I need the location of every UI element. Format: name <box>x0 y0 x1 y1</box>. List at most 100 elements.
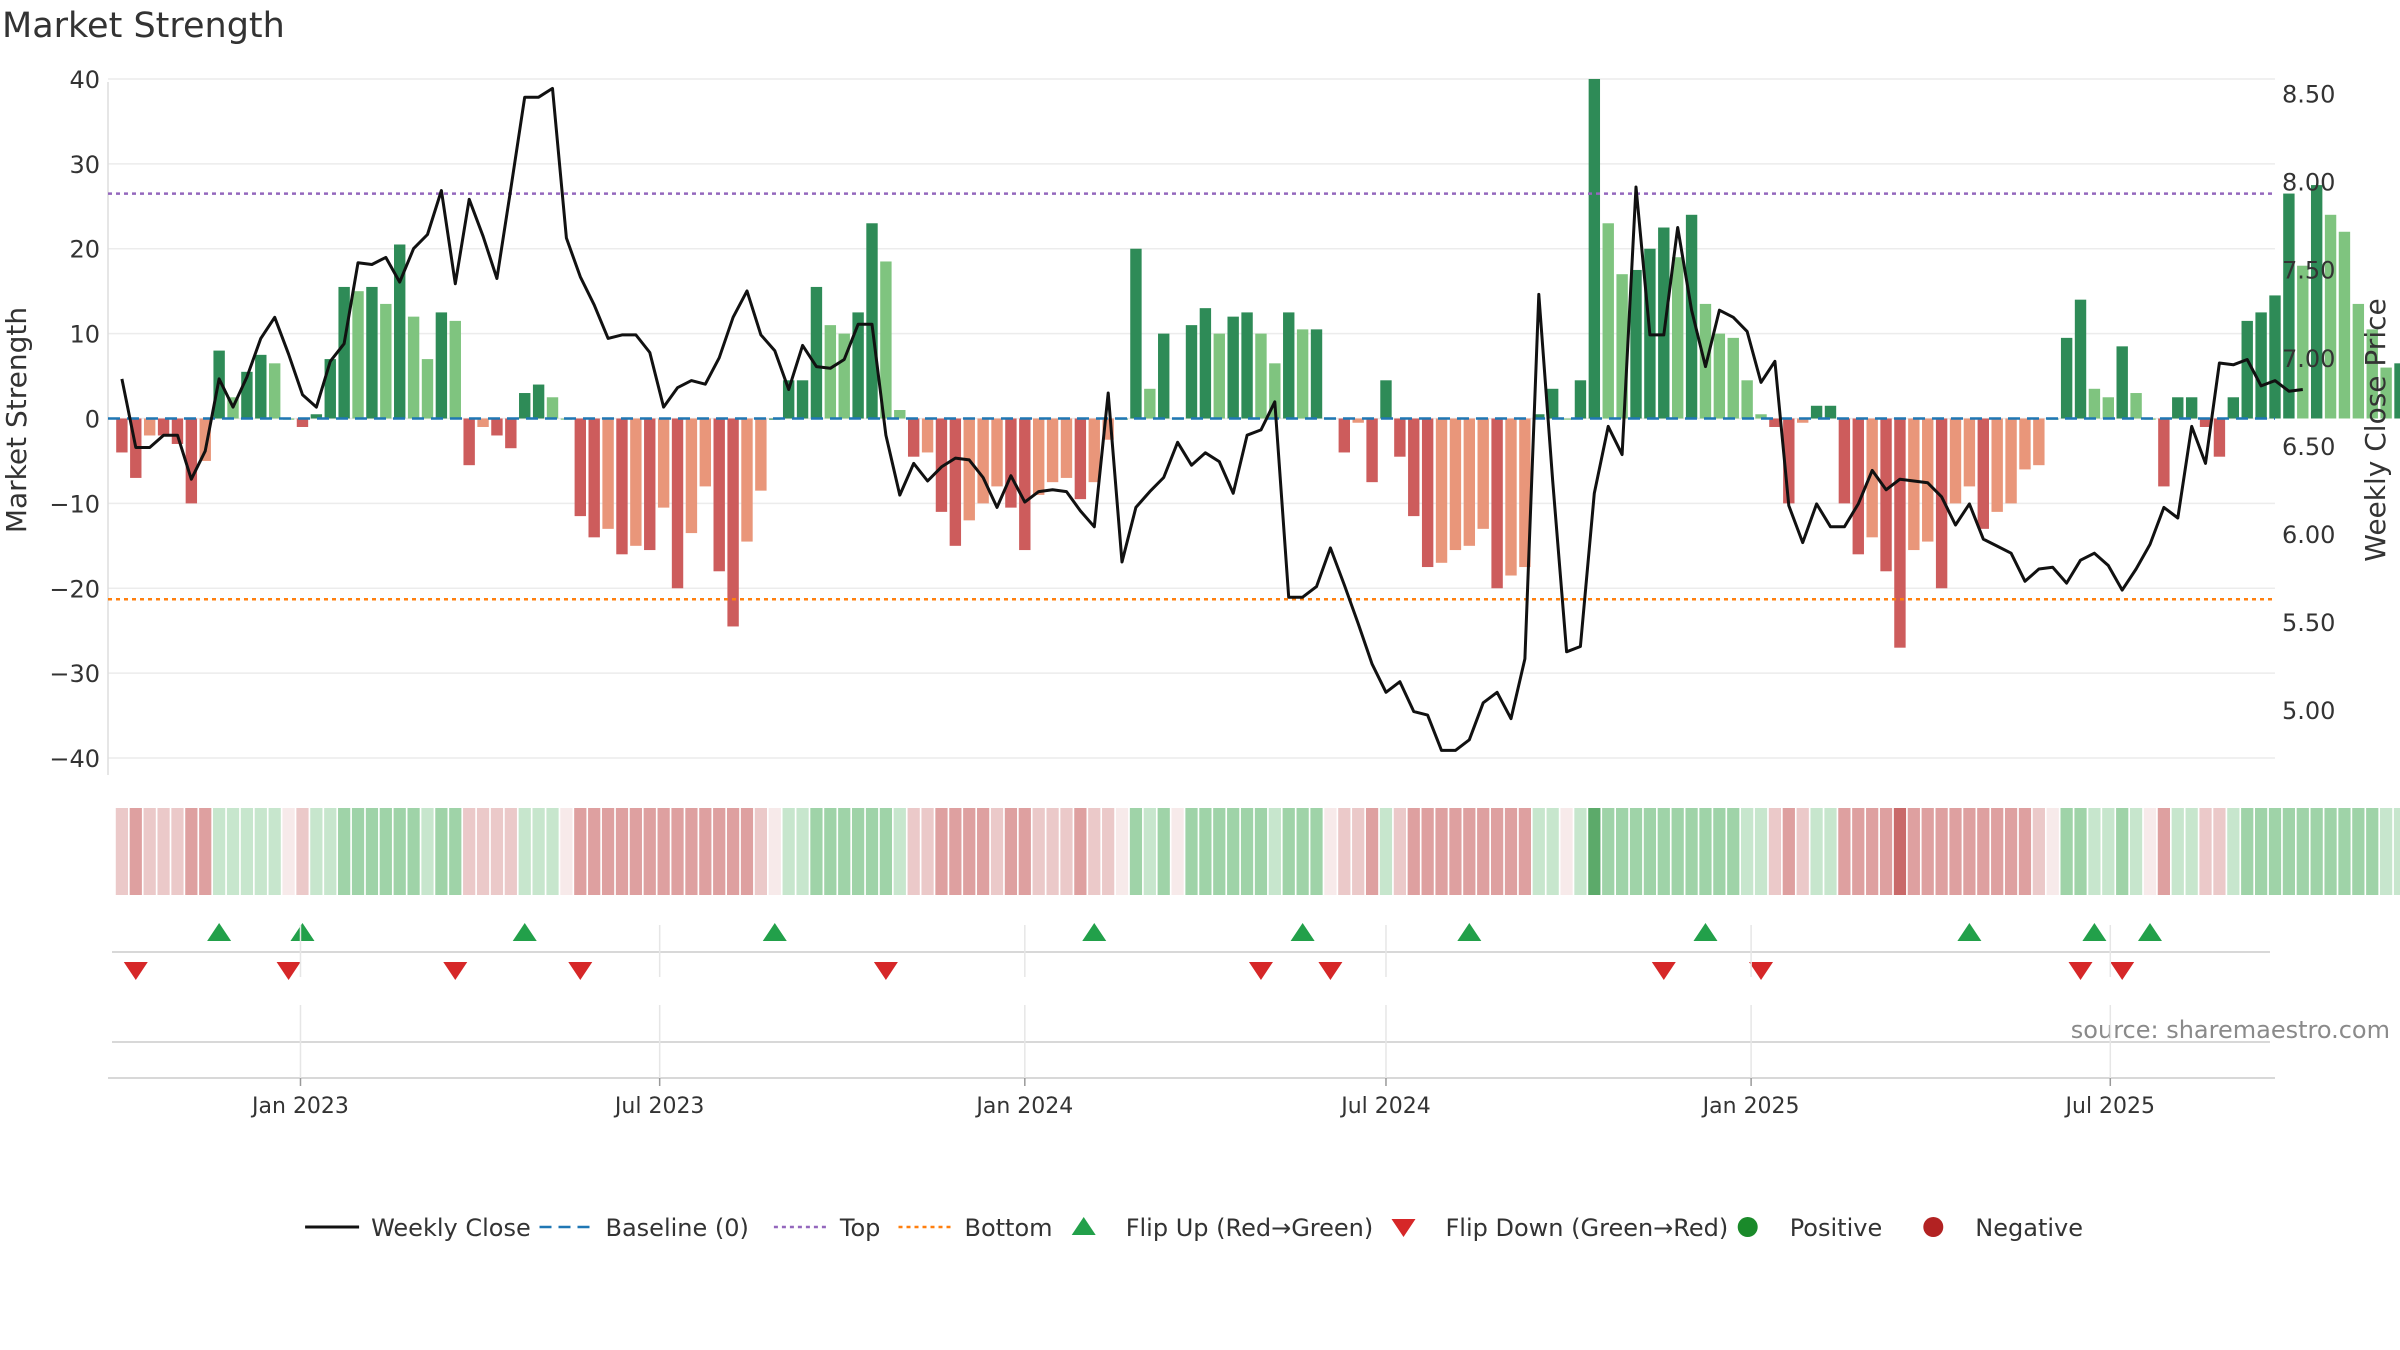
strength-bar <box>1130 248 1142 419</box>
strength-bar <box>1963 418 1976 487</box>
strip-cell <box>1199 808 1212 895</box>
strength-bar <box>1408 418 1420 517</box>
strip-cell <box>629 808 642 895</box>
y-tick-label: 0 <box>85 406 100 434</box>
strip-cell <box>1657 808 1670 895</box>
strip-cell <box>435 808 448 895</box>
strength-bar <box>241 371 253 419</box>
strength-bar <box>602 418 614 529</box>
strength-bar <box>949 418 962 546</box>
strength-bar <box>880 261 892 419</box>
strip-cell <box>1518 808 1531 895</box>
strength-bar <box>824 325 837 419</box>
strip-cell <box>1268 808 1281 895</box>
flip-down-marker <box>1651 962 1676 980</box>
strength-bar <box>1783 418 1795 504</box>
strength-bar <box>1908 418 1920 551</box>
strip-cell <box>643 808 656 895</box>
strip-cell <box>685 808 698 895</box>
y-tick-label: 20 <box>69 236 100 264</box>
strip-cell <box>365 808 379 895</box>
x-tick-label: Jan 2024 <box>974 1094 1073 1119</box>
strength-bar <box>1977 418 1989 529</box>
strip-cell <box>1240 808 1254 895</box>
legend-label: Bottom <box>965 1214 1053 1242</box>
y2-tick-label: 5.50 <box>2282 609 2335 637</box>
strip-cell <box>213 808 226 895</box>
strip-cell <box>963 808 976 895</box>
flip-markers <box>108 923 2275 1079</box>
strength-bar <box>574 418 586 517</box>
legend-label: Negative <box>1975 1214 2083 1242</box>
strip-cell <box>1102 808 1115 895</box>
strip-cell <box>824 808 837 895</box>
flip-down-marker <box>2068 962 2093 980</box>
strength-bar <box>435 312 448 419</box>
flip-up-marker <box>1290 923 1315 941</box>
strip-cell <box>1185 808 1198 895</box>
strip-cell <box>1352 808 1365 895</box>
strength-bar <box>1602 223 1614 419</box>
strength-bar <box>407 316 420 419</box>
flip-down-marker <box>568 962 593 980</box>
strip-cell <box>1768 808 1782 895</box>
strip-cell <box>1449 808 1462 895</box>
strength-bar <box>1227 316 1239 419</box>
strip-cell <box>310 808 323 895</box>
strength-bar <box>2130 393 2142 419</box>
strip-cell <box>1227 808 1240 895</box>
strip-cell <box>2254 808 2268 895</box>
y-tick-label: 30 <box>69 151 100 179</box>
strip-cell <box>518 808 531 895</box>
strip-cell <box>463 808 476 895</box>
strength-bar <box>991 418 1003 487</box>
legend-label: Positive <box>1790 1214 1883 1242</box>
strength-bar <box>1491 418 1503 589</box>
strength-bar <box>1338 418 1350 453</box>
strip-cell <box>2143 808 2157 895</box>
x-tick-label: Jul 2024 <box>1339 1094 1431 1119</box>
strength-bar <box>1880 418 1892 572</box>
strength-bar <box>324 359 336 419</box>
strength-bar <box>977 418 989 504</box>
strength-bar <box>1824 405 1837 419</box>
strip-cell <box>1741 808 1754 895</box>
strength-bar <box>1810 405 1823 419</box>
strength-bar <box>1449 418 1462 551</box>
strip-cell <box>2296 808 2309 895</box>
strip-cell <box>407 808 420 895</box>
strength-bar <box>116 418 128 453</box>
strength-heat-strip <box>115 808 2400 895</box>
strength-bar <box>1269 363 1281 419</box>
strength-bar <box>2172 397 2184 419</box>
strength-bar <box>2102 397 2115 419</box>
strength-bar <box>1741 380 1753 419</box>
strength-bar <box>1102 418 1114 440</box>
strip-cell <box>115 808 129 895</box>
strength-bar <box>1088 418 1100 483</box>
strip-cell <box>768 808 781 895</box>
strength-bar <box>519 393 531 419</box>
strength-bar <box>1213 333 1225 419</box>
strip-cell <box>2157 808 2170 895</box>
strength-bar <box>796 380 809 419</box>
strength-bar <box>1769 418 1781 427</box>
strip-cell <box>1991 808 2004 895</box>
strip-cell <box>574 808 587 895</box>
strength-bar <box>310 414 323 419</box>
strip-cell <box>2060 808 2073 895</box>
strength-bar <box>2227 397 2240 419</box>
strip-cell <box>2102 808 2115 895</box>
strength-bar <box>782 380 795 419</box>
strength-bar <box>1894 418 1906 648</box>
flip-up-marker <box>290 923 315 941</box>
strip-cell <box>2310 808 2323 895</box>
strength-bar <box>2394 363 2400 419</box>
strength-bar <box>644 418 656 551</box>
strip-cell <box>601 808 615 895</box>
strip-cell <box>1949 808 1962 895</box>
y2-tick-label: 8.00 <box>2282 169 2335 197</box>
strip-cell <box>1782 808 1795 895</box>
strength-bar <box>2269 295 2281 419</box>
